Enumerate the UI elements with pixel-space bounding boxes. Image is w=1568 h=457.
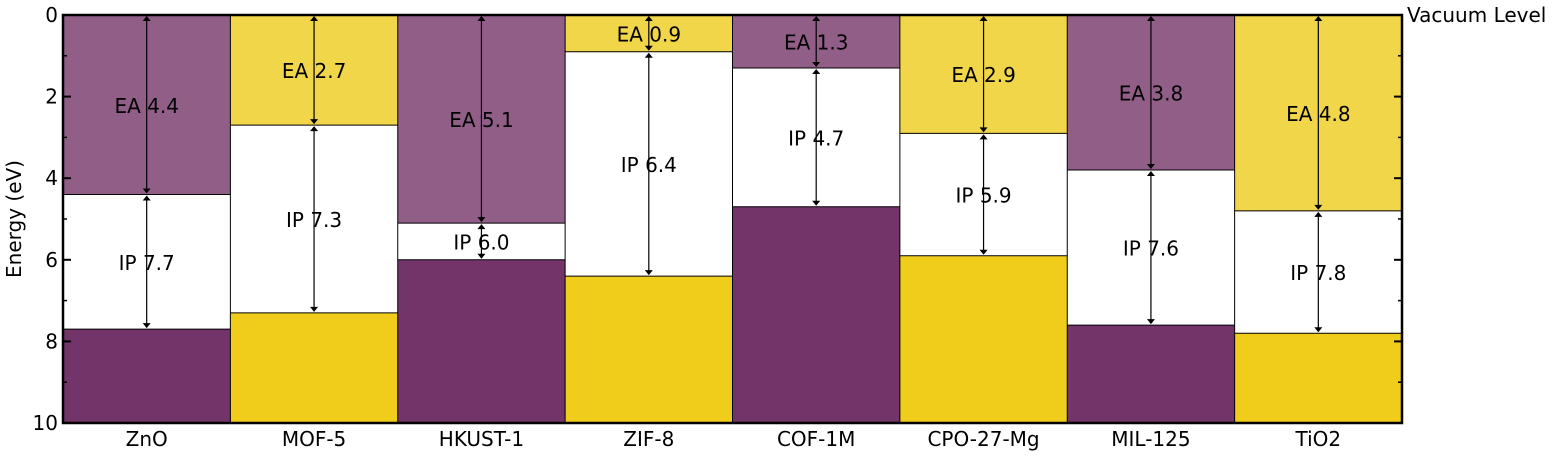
ea-arrow-hkust-1-head-top (477, 16, 486, 21)
ip-label-cpo-27-mg: IP 5.9 (956, 184, 1012, 208)
ip-arrow-zif-8-head-bottom (644, 270, 653, 276)
ea-arrow-cof-1m-head-top (812, 16, 821, 21)
ip-arrow-cpo-27-mg-head-bottom (979, 249, 988, 255)
x-tick-label-mil-125: MIL-125 (1111, 427, 1190, 451)
ea-arrow-cof-1m-head-bottom (812, 62, 821, 68)
y-tick-label-0: 0 (45, 3, 58, 27)
ip-arrow-tio2-head-top (1314, 211, 1323, 217)
ip-arrow-zno-head-top (142, 195, 151, 201)
bars-layer (63, 15, 1402, 423)
ip-label-mof-5: IP 7.3 (286, 208, 342, 232)
y-tick-label-2: 2 (45, 85, 58, 109)
y-tick-label-8: 8 (45, 329, 58, 353)
plot-frame (61, 13, 1404, 425)
ip-arrow-cpo-27-mg-head-top (979, 134, 988, 140)
ea-arrow-tio2-head-bottom (1314, 204, 1323, 210)
ea-arrow-zif-8-head-top (644, 16, 653, 21)
axes-layer: ZnO MOF-5 HKUST-1 ZIF-8 COF-1M CPO-27-Mg MIL-1… (2, 3, 1546, 451)
ip-bar-zif-8 (565, 276, 733, 423)
x-tick-label-mof-5: MOF-5 (282, 427, 346, 451)
y-tick-label-6: 6 (45, 248, 58, 272)
ip-label-mil-125: IP 7.6 (1123, 237, 1179, 261)
ea-arrow-hkust-1-head-bottom (477, 217, 486, 223)
ea-arrow-mof-5-head-bottom (310, 119, 319, 125)
ip-arrow-zif-8-head-top (644, 52, 653, 58)
ip-bar-zno (63, 329, 231, 423)
ea-label-tio2: EA 4.8 (1286, 102, 1350, 126)
x-tick-label-zif-8: ZIF-8 (623, 427, 674, 451)
ip-arrow-cof-1m-head-bottom (812, 200, 821, 206)
ip-bar-mil-125 (1067, 325, 1235, 423)
ip-bar-tio2 (1234, 333, 1402, 423)
ea-arrow-cpo-27-mg-head-bottom (979, 127, 988, 133)
ip-bar-cpo-27-mg (899, 255, 1068, 423)
ea-label-cpo-27-mg: EA 2.9 (951, 63, 1015, 87)
ip-bar-mof-5 (230, 312, 398, 423)
vacuum-level-label: Vacuum Level (1407, 3, 1546, 27)
ip-label-hkust-1: IP 6.0 (453, 230, 509, 254)
x-tick-label-zno: ZnO (126, 427, 168, 451)
ea-arrow-cpo-27-mg-head-top (979, 16, 988, 21)
x-tick-label-tio2: TiO2 (1295, 427, 1342, 451)
x-tick-label-cof-1m: COF-1M (777, 427, 855, 451)
ea-arrow-mof-5-head-top (310, 16, 319, 21)
ip-label-zno: IP 7.7 (119, 251, 175, 275)
y-axis-label: Energy (eV) (2, 160, 26, 278)
ea-arrow-zno-head-top (142, 16, 151, 21)
ip-arrow-zno-head-bottom (142, 323, 151, 329)
ea-label-mil-125: EA 3.8 (1119, 82, 1183, 106)
ea-arrow-zif-8-head-bottom (644, 45, 653, 51)
y-tick-label-10: 10 (33, 411, 58, 435)
ip-bar-hkust-1 (397, 259, 566, 423)
ip-arrow-cof-1m-head-top (812, 69, 821, 75)
ip-arrow-mil-125-head-bottom (1146, 319, 1155, 325)
ip-label-tio2: IP 7.8 (1290, 261, 1346, 285)
arrows-layer (142, 16, 1323, 333)
ip-arrow-hkust-1-head-top (477, 224, 486, 230)
ea-arrow-mil-125-head-top (1146, 16, 1155, 21)
ea-label-mof-5: EA 2.7 (282, 59, 346, 83)
value-labels-layer: EA 4.4 IP 7.7 EA 2.7 IP 7.3 EA 5.1 IP 6.0 EA 0… (114, 22, 1350, 285)
y-tick-label-4: 4 (45, 166, 58, 190)
ip-arrow-mof-5-head-top (310, 126, 319, 132)
ip-arrow-mil-125-head-top (1146, 171, 1155, 177)
ea-label-hkust-1: EA 5.1 (449, 108, 513, 132)
ip-bar-cof-1m (732, 206, 900, 423)
x-tick-label-cpo-27-mg: CPO-27-Mg (927, 427, 1039, 451)
ip-label-cof-1m: IP 4.7 (788, 126, 844, 150)
ip-arrow-mof-5-head-bottom (310, 306, 319, 312)
x-tick-label-hkust-1: HKUST-1 (439, 427, 524, 451)
ip-arrow-hkust-1-head-bottom (477, 253, 486, 259)
ea-arrow-tio2-head-top (1314, 16, 1323, 21)
ea-label-zno: EA 4.4 (114, 94, 178, 118)
ea-label-zif-8: EA 0.9 (617, 22, 681, 46)
ea-label-cof-1m: EA 1.3 (784, 31, 848, 55)
ip-label-zif-8: IP 6.4 (621, 153, 677, 177)
ea-arrow-zno-head-bottom (142, 188, 151, 194)
ip-arrow-tio2-head-bottom (1314, 327, 1323, 333)
ea-arrow-mil-125-head-bottom (1146, 164, 1155, 170)
